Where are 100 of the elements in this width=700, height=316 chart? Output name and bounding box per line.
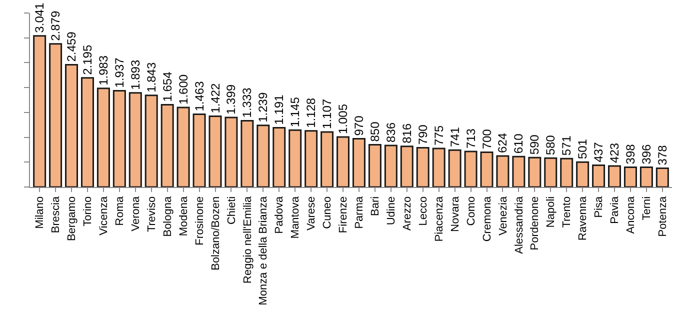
- x-tick-label: Pisa: [593, 196, 606, 218]
- x-tick-label: Alessandria: [513, 196, 526, 254]
- bar: [144, 94, 158, 187]
- bar: [192, 114, 206, 187]
- data-label: 423: [608, 142, 622, 163]
- data-label: 1.422: [208, 82, 222, 114]
- data-label: 1.191: [272, 94, 286, 125]
- x-tick-label: Bergamo: [66, 196, 78, 242]
- x-tick-label: Vicenza: [98, 196, 110, 236]
- bar: [624, 166, 637, 187]
- bar: [400, 146, 414, 187]
- x-tick-label: Trento: [561, 196, 574, 228]
- bar: [640, 166, 653, 187]
- bar: [96, 88, 110, 187]
- data-label: 1.843: [144, 62, 158, 92]
- data-label: 1.107: [320, 98, 334, 129]
- data-label: 610: [512, 133, 526, 154]
- x-tick-label: Monza e della Brianza: [258, 196, 270, 306]
- data-label: 741: [448, 126, 462, 148]
- x-tick-label: Treviso: [146, 196, 158, 232]
- data-label: 836: [384, 122, 398, 142]
- x-tick-label: Varese: [306, 196, 318, 230]
- bar: [544, 157, 558, 187]
- data-label: 590: [528, 134, 542, 155]
- x-tick-label: Ancona: [625, 196, 638, 234]
- data-label: 1.333: [240, 87, 254, 118]
- data-label: 1.463: [192, 80, 206, 112]
- data-label: 1.128: [304, 98, 318, 128]
- x-tick-label: Mantova: [290, 196, 302, 239]
- x-tick-label: Terni: [641, 196, 654, 220]
- bar: [160, 104, 174, 187]
- bar: [112, 90, 126, 187]
- bar: [528, 156, 542, 187]
- data-label: 1.005: [336, 104, 350, 134]
- bar: [416, 146, 430, 187]
- data-label: 580: [544, 134, 558, 156]
- data-label: 396: [639, 144, 654, 164]
- bar: [384, 144, 398, 187]
- data-label: 2.195: [80, 44, 94, 75]
- x-tick-label: Como: [465, 196, 478, 226]
- bar: [224, 116, 238, 187]
- x-tick-label: Pordenone: [529, 196, 542, 250]
- data-label: 437: [592, 142, 606, 162]
- bar: [336, 136, 350, 187]
- bar: [608, 165, 622, 187]
- x-tick-label: Padova: [274, 196, 286, 234]
- bar: [480, 151, 494, 187]
- bar: [496, 155, 510, 187]
- data-label: 775: [432, 125, 446, 146]
- bar: [320, 131, 334, 187]
- bar: [80, 77, 94, 187]
- bar: [256, 124, 270, 187]
- x-tick-label: Brescia: [50, 196, 62, 234]
- bar: [272, 127, 286, 187]
- bar: [448, 149, 462, 187]
- bar: [128, 92, 142, 187]
- x-tick-label: Bolzano/Bozen: [210, 196, 222, 270]
- x-tick-label: Cremona: [481, 196, 494, 242]
- data-label: 1.399: [224, 84, 238, 114]
- x-tick-label: Firenze: [338, 196, 350, 234]
- x-tick-label: Cuneo: [322, 196, 334, 229]
- x-tick-label: Potenza: [656, 196, 669, 237]
- data-label: 571: [560, 135, 574, 156]
- x-tick-label: Verona: [130, 196, 142, 232]
- bar: [560, 158, 574, 187]
- data-label: 1.239: [256, 92, 270, 122]
- bar: [176, 106, 190, 187]
- data-label: 1.937: [112, 57, 126, 88]
- x-tick-label: Udine: [386, 196, 398, 226]
- bar: [512, 156, 526, 187]
- bar: [432, 148, 446, 187]
- data-label: 3.041: [32, 2, 47, 33]
- data-label: 790: [416, 124, 430, 145]
- bar: [368, 144, 382, 187]
- x-tick-label: Novara: [449, 196, 462, 232]
- bar: [656, 167, 669, 187]
- x-tick-label: Reggio nell'Emilia: [242, 196, 254, 284]
- data-label: 378: [655, 144, 670, 166]
- x-tick-label: Milano: [34, 196, 46, 229]
- bar: [49, 43, 62, 187]
- data-label: 1.983: [96, 55, 110, 86]
- data-label: 1.145: [288, 96, 302, 128]
- x-tick-label: Arezzo: [401, 196, 414, 231]
- data-label: 816: [400, 123, 414, 144]
- data-label: 2.459: [64, 31, 79, 62]
- x-tick-label: Lecco: [417, 196, 430, 226]
- data-label: 713: [464, 128, 478, 149]
- data-label: 970: [352, 115, 366, 136]
- data-label: 850: [368, 121, 382, 142]
- bar: [304, 130, 318, 187]
- x-tick-label: Chieti: [226, 196, 238, 225]
- data-label: 1.654: [160, 71, 174, 102]
- data-label: 624: [496, 132, 510, 153]
- x-tick-label: Ravenna: [577, 196, 590, 240]
- data-label: 501: [576, 138, 590, 160]
- data-label: 398: [623, 144, 638, 164]
- x-tick-label: Bologna: [162, 196, 174, 237]
- x-tick-label: Pavia: [609, 196, 622, 224]
- data-label: 2.879: [48, 10, 63, 41]
- bar: [576, 161, 590, 187]
